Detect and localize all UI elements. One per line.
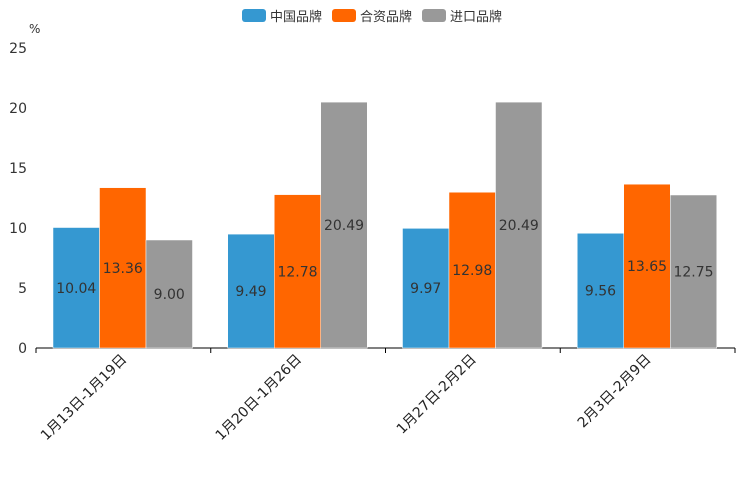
y-tick-label-4: 20 <box>9 101 27 117</box>
legend-swatch-jv <box>331 9 356 22</box>
bar-0-0 <box>52 227 100 349</box>
data-label-2-2: 20.49 <box>499 218 539 234</box>
bar-2-2 <box>495 101 543 349</box>
legend: 中国品牌 合资品牌 进口品牌 <box>0 6 744 25</box>
bar-0-2 <box>402 228 450 349</box>
y-tick-label-5: 25 <box>9 41 27 57</box>
legend-label-china: 中国品牌 <box>269 10 322 25</box>
data-label-2-1: 20.49 <box>324 218 364 234</box>
bar-1-1 <box>274 194 321 349</box>
y-tick-label-0: 0 <box>18 341 27 357</box>
data-label-0-3: 9.56 <box>585 284 616 300</box>
x-tick-label-0: 1月13日-1月19日 <box>38 352 130 444</box>
data-label-2-0: 9.00 <box>154 287 185 303</box>
data-label-0-1: 9.49 <box>235 284 266 300</box>
bar-1-0 <box>99 187 147 349</box>
bar-2-1 <box>320 101 368 349</box>
y-tick-label-3: 15 <box>9 161 27 177</box>
bar-2-3 <box>670 194 717 349</box>
data-label-1-0: 13.36 <box>103 261 143 277</box>
legend-label-import: 进口品牌 <box>450 10 503 25</box>
bar-2-0 <box>145 239 193 349</box>
data-label-1-1: 12.78 <box>277 264 317 280</box>
y-axis-unit: % <box>29 22 41 36</box>
legend-item-china[interactable]: 中国品牌 <box>241 6 322 25</box>
legend-swatch-china <box>241 9 266 22</box>
x-tick-label-3: 2月3日-2月9日 <box>575 352 655 432</box>
data-label-0-2: 9.97 <box>410 281 441 297</box>
legend-label-jv: 合资品牌 <box>359 10 412 25</box>
data-label-1-3: 13.65 <box>627 259 667 275</box>
legend-item-import[interactable]: 进口品牌 <box>422 6 502 25</box>
x-tick-label-1: 1月20日-1月26日 <box>213 352 305 444</box>
data-label-2-3: 12.75 <box>673 265 713 281</box>
bar-1-2 <box>448 191 496 349</box>
bar-0-1 <box>227 233 275 349</box>
bar-0-3 <box>577 233 624 349</box>
y-tick-label-2: 10 <box>9 221 27 237</box>
y-tick-label-1: 5 <box>18 281 27 297</box>
legend-item-jv[interactable]: 合资品牌 <box>331 6 412 25</box>
data-label-0-0: 10.04 <box>56 281 96 297</box>
bar-1-3 <box>623 183 671 349</box>
x-tick-label-2: 1月27日-2月2日 <box>394 352 480 438</box>
data-label-1-2: 12.98 <box>452 263 492 279</box>
legend-swatch-import <box>422 9 446 22</box>
